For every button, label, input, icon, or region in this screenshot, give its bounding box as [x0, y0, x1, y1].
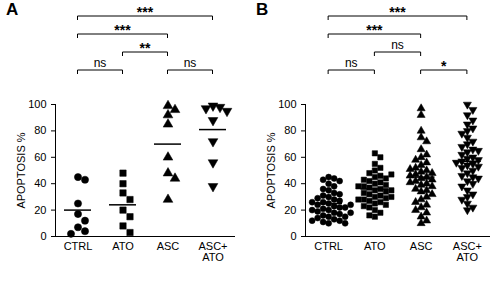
svg-text:100: 100: [28, 98, 46, 110]
svg-text:ns: ns: [345, 56, 358, 70]
svg-text:*: *: [441, 58, 447, 74]
svg-text:CTRL: CTRL: [314, 240, 343, 252]
svg-text:ns: ns: [184, 56, 197, 70]
svg-text:0: 0: [40, 230, 46, 242]
svg-text:APOPTOSIS %: APOPTOSIS %: [265, 132, 277, 208]
svg-text:ns: ns: [94, 56, 107, 70]
svg-text:40: 40: [34, 177, 46, 189]
svg-text:40: 40: [284, 177, 296, 189]
svg-text:0: 0: [290, 230, 296, 242]
svg-text:***: ***: [137, 4, 154, 20]
svg-text:60: 60: [34, 151, 46, 163]
svg-text:20: 20: [284, 204, 296, 216]
svg-text:**: **: [140, 40, 151, 56]
html-text:A: A: [6, 0, 19, 19]
svg-text:ASC+ATO: ASC+ATO: [453, 240, 482, 263]
svg-text:20: 20: [34, 204, 46, 216]
svg-text:***: ***: [366, 22, 383, 38]
svg-text:***: ***: [114, 22, 131, 38]
svg-text:ATO: ATO: [112, 240, 134, 252]
svg-text:ASC+ATO: ASC+ATO: [198, 240, 227, 263]
svg-text:APOPTOSIS %: APOPTOSIS %: [15, 132, 27, 208]
svg-text:***: ***: [389, 4, 406, 20]
html-text:B: B: [256, 0, 269, 19]
svg-text:60: 60: [284, 151, 296, 163]
svg-text:ASC: ASC: [157, 240, 180, 252]
svg-text:ns: ns: [391, 38, 404, 52]
svg-text:CTRL: CTRL: [64, 240, 93, 252]
svg-text:100: 100: [278, 98, 296, 110]
svg-text:80: 80: [284, 124, 296, 136]
svg-text:80: 80: [34, 124, 46, 136]
svg-text:ASC: ASC: [410, 240, 433, 252]
svg-text:ATO: ATO: [364, 240, 386, 252]
